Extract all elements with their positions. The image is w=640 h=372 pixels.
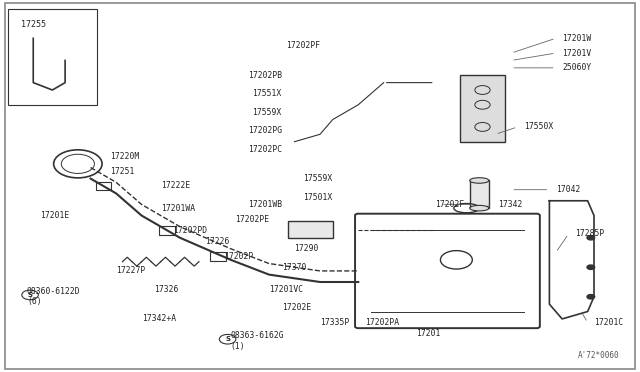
Text: 17370: 17370 [282, 263, 306, 272]
Text: 17202PB: 17202PB [248, 71, 282, 80]
Text: 17220M: 17220M [109, 152, 139, 161]
Ellipse shape [470, 205, 489, 211]
Text: 17201: 17201 [415, 329, 440, 338]
Text: 17226: 17226 [205, 237, 230, 246]
Text: 17342+A: 17342+A [141, 314, 176, 323]
Text: 17202PF: 17202PF [286, 41, 320, 50]
Bar [159, 226, 175, 235]
Text: 25060Y: 25060Y [562, 63, 591, 72]
Text: 17202F: 17202F [435, 200, 464, 209]
Bar [96, 182, 111, 190]
Text: 17201WB: 17201WB [248, 200, 282, 209]
Text: 17335P: 17335P [320, 318, 349, 327]
Text: 17201E: 17201E [40, 211, 69, 220]
Text: 17201C: 17201C [594, 318, 623, 327]
Text: 08363-6162G
(1): 08363-6162G (1) [231, 331, 284, 351]
Ellipse shape [470, 178, 489, 183]
Text: 17342: 17342 [499, 200, 523, 209]
Bar [460, 75, 505, 142]
Text: 17255: 17255 [20, 20, 45, 29]
Text: 17202PG: 17202PG [248, 126, 282, 135]
Text: 17285P: 17285P [575, 230, 604, 238]
Circle shape [587, 295, 595, 299]
Text: 17326: 17326 [154, 285, 179, 294]
Bar [288, 221, 333, 238]
Text: 17559X: 17559X [303, 174, 333, 183]
Text: 17222E: 17222E [161, 182, 190, 190]
Text: S: S [28, 292, 33, 298]
Text: 08360-6122D
(6): 08360-6122D (6) [27, 287, 81, 307]
Text: 17202PD: 17202PD [173, 226, 207, 235]
Bar [8, 9, 97, 105]
Text: 17227P: 17227P [116, 266, 145, 275]
Text: 17042: 17042 [556, 185, 580, 194]
Bar [470, 180, 489, 208]
Text: 17201V: 17201V [562, 49, 591, 58]
Text: 17551X: 17551X [253, 89, 282, 98]
Text: 17202PC: 17202PC [248, 145, 282, 154]
Text: 17202P: 17202P [225, 251, 253, 261]
Text: 17290: 17290 [294, 244, 319, 253]
Circle shape [587, 235, 595, 240]
Bar [211, 252, 226, 260]
Text: 17251: 17251 [109, 167, 134, 176]
Text: A'72*0060: A'72*0060 [578, 350, 620, 359]
Text: 17202PA: 17202PA [365, 318, 399, 327]
Text: 17202PE: 17202PE [235, 215, 269, 224]
Text: S: S [225, 336, 230, 342]
Text: 17201WA: 17201WA [161, 203, 195, 213]
Text: 17501X: 17501X [303, 193, 333, 202]
Text: 17202E: 17202E [282, 303, 311, 312]
Text: 17201W: 17201W [562, 34, 591, 43]
Text: 17550X: 17550X [524, 122, 553, 131]
Circle shape [587, 265, 595, 269]
Text: 17559X: 17559X [253, 108, 282, 117]
Text: 17201VC: 17201VC [269, 285, 303, 294]
